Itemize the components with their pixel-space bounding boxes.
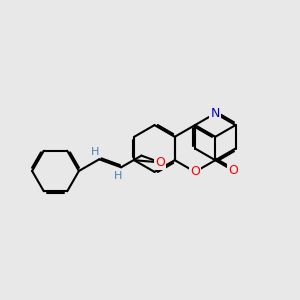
Text: H: H xyxy=(91,146,99,157)
Text: H: H xyxy=(114,171,122,181)
Text: O: O xyxy=(190,165,200,178)
Text: O: O xyxy=(229,164,238,177)
Text: N: N xyxy=(211,107,220,120)
Text: O: O xyxy=(155,156,165,169)
